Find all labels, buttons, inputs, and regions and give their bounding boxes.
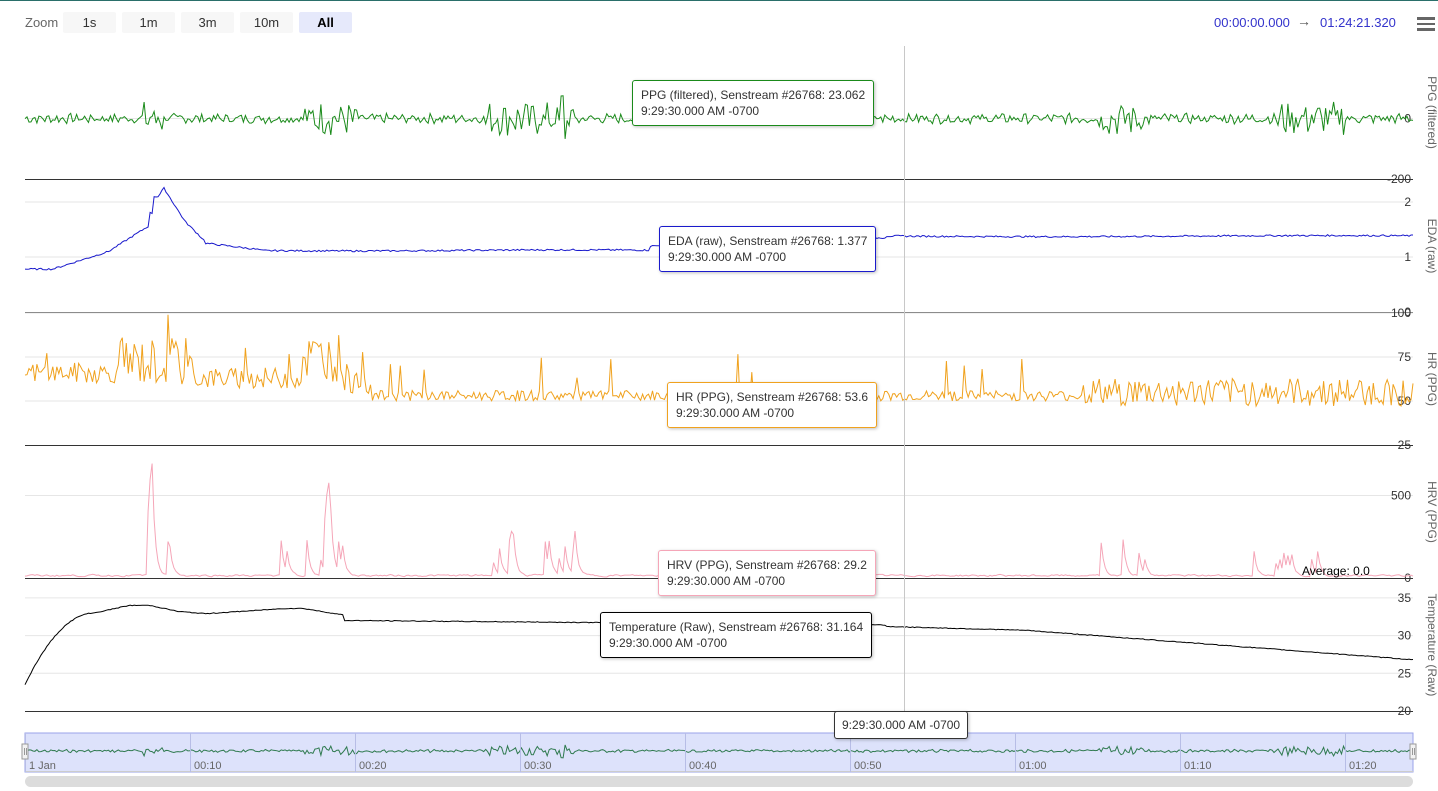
y-axis-title: Temperature (Raw) xyxy=(1425,594,1438,697)
y-tick-label: 75 xyxy=(1398,350,1412,364)
y-axis-title: EDA (raw) xyxy=(1425,219,1438,274)
navigator-window xyxy=(24,732,1414,773)
navigator-tick-label: 00:10 xyxy=(194,760,222,772)
y-tick-label: 30 xyxy=(1398,629,1412,643)
tooltip-ppg-time: 9:29:30.000 AM -0700 xyxy=(641,104,760,118)
y-axis-title: PPG (filtered) xyxy=(1425,76,1438,149)
range-end-input[interactable]: 01:24:21.320 xyxy=(1320,15,1396,30)
y-tick-label: 1 xyxy=(1404,250,1411,264)
tooltip-temperature-time: 9:29:30.000 AM -0700 xyxy=(609,636,728,650)
navigator-tick-label: 01:20 xyxy=(1349,760,1377,772)
tooltip-hrv-time: 9:29:30.000 AM -0700 xyxy=(667,574,786,588)
tooltip-hrv-label: HRV (PPG), Senstream #26768: 29.2 xyxy=(667,558,867,572)
tooltip-hr: HR (PPG), Senstream #26768: 53.6 9:29:30… xyxy=(667,382,878,428)
zoom-1m-button[interactable]: 1m xyxy=(122,12,175,33)
y-tick-label: 25 xyxy=(1398,666,1412,680)
tooltip-ppg: PPG (filtered), Senstream #26768: 23.062… xyxy=(632,80,875,126)
y-axis-title: HRV (PPG) xyxy=(1425,481,1438,543)
crosshair-time-label: 9:29:30.000 AM -0700 xyxy=(834,711,969,739)
hamburger-menu-icon[interactable] xyxy=(1417,17,1435,33)
zoom-1s-button[interactable]: 1s xyxy=(63,12,116,33)
range-start-input[interactable]: 00:00:00.000 xyxy=(1214,15,1290,30)
tooltip-temperature-label: Temperature (Raw), Senstream #26768: 31.… xyxy=(609,620,864,634)
navigator-tick-label: 00:20 xyxy=(359,760,387,772)
tooltip-hr-time: 9:29:30.000 AM -0700 xyxy=(676,406,795,420)
tooltip-ppg-label: PPG (filtered), Senstream #26768: 23.062 xyxy=(641,88,866,102)
y-tick-label: 2 xyxy=(1404,195,1411,209)
tooltip-eda-time: 9:29:30.000 AM -0700 xyxy=(668,250,787,264)
y-tick-label: 35 xyxy=(1398,591,1412,605)
zoom-all-button[interactable]: All xyxy=(299,12,352,33)
y-tick-label: 500 xyxy=(1391,489,1411,503)
tooltip-eda-label: EDA (raw), Senstream #26768: 1.377 xyxy=(668,234,868,248)
range-selector: Zoom 1s 1m 3m 10m All 00:00:00.000 → 01:… xyxy=(0,0,1438,44)
y-axis-title: HR (PPG) xyxy=(1425,352,1438,406)
navigator-series xyxy=(24,744,1414,759)
tooltip-temperature: Temperature (Raw), Senstream #26768: 31.… xyxy=(600,612,873,658)
horizontal-scrollbar[interactable] xyxy=(25,776,1413,787)
navigator-tick-label: 01:10 xyxy=(1184,760,1212,772)
zoom-label: Zoom xyxy=(25,15,59,30)
hrv-average-label: Average: 0.0 xyxy=(1302,564,1370,578)
top-border xyxy=(0,0,1438,1)
zoom-10m-button[interactable]: 10m xyxy=(240,12,293,33)
navigator-tick-label: 1 Jan xyxy=(29,760,56,772)
tooltip-hr-label: HR (PPG), Senstream #26768: 53.6 xyxy=(676,390,869,404)
navigator-tick-label: 01:00 xyxy=(1019,760,1047,772)
zoom-3m-button[interactable]: 3m xyxy=(181,12,234,33)
navigator-tick-label: 00:50 xyxy=(854,760,882,772)
y-tick-label: 100 xyxy=(1391,306,1411,320)
range-arrow: → xyxy=(1297,13,1311,29)
navigator-tick-label: 00:30 xyxy=(524,760,552,772)
tooltip-eda: EDA (raw), Senstream #26768: 1.377 9:29:… xyxy=(659,226,877,272)
tooltip-hrv: HRV (PPG), Senstream #26768: 29.2 9:29:3… xyxy=(658,550,876,596)
navigator-tick-label: 00:40 xyxy=(689,760,717,772)
